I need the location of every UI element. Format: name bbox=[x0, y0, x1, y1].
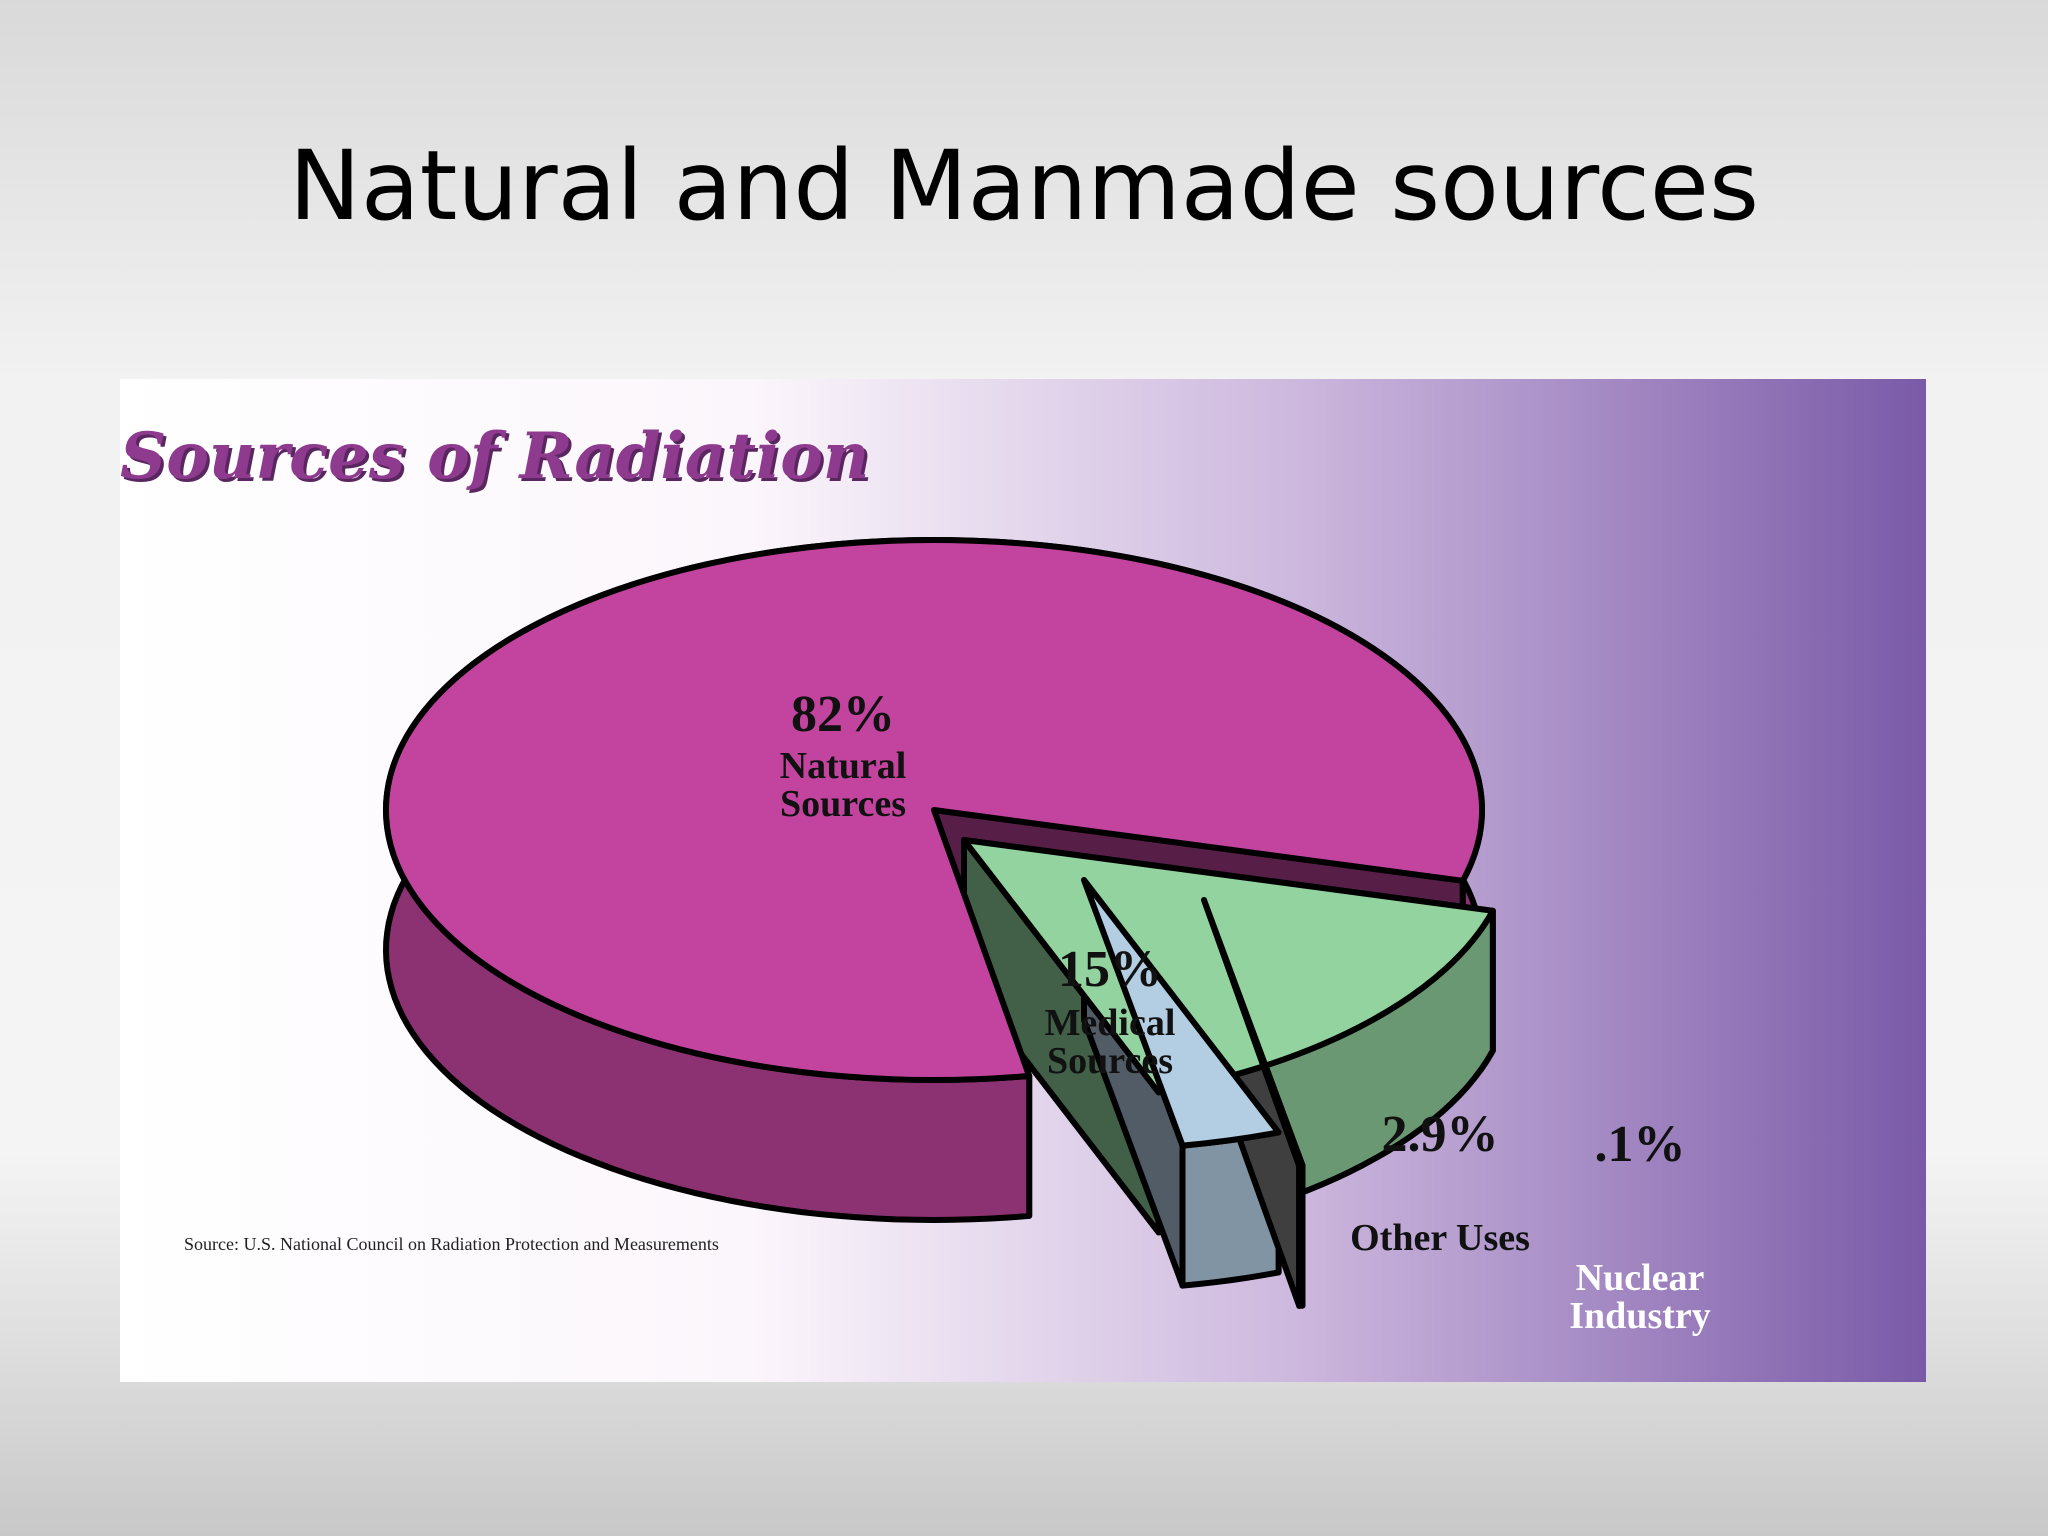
slice-category-label: Nuclear Industry bbox=[1569, 1257, 1711, 1337]
slice-side bbox=[1296, 1162, 1306, 1309]
pie-slice bbox=[383, 537, 1485, 1083]
chart-title: Sources of Radiation bbox=[120, 419, 870, 494]
chart-panel: Sources of Radiation Source: U.S. Nation… bbox=[120, 379, 1926, 1382]
slide-title: Natural and Manmade sources bbox=[289, 130, 1759, 242]
pie-slice bbox=[1201, 897, 1306, 1169]
slice-category-label: Medical Sources bbox=[1044, 1002, 1176, 1082]
source-note: Source: U.S. National Council on Radiati… bbox=[184, 1234, 719, 1254]
slice-category-label: Other Uses bbox=[1350, 1217, 1530, 1259]
chart bbox=[383, 537, 1496, 1309]
slice-value-label: 15% bbox=[1058, 941, 1162, 998]
slice-value-label: .1% bbox=[1594, 1116, 1686, 1173]
slice-value-label: 2.9% bbox=[1381, 1106, 1499, 1163]
pie-slice bbox=[1081, 877, 1282, 1149]
slice-value-label: 82% bbox=[791, 686, 895, 743]
slice-category-label: Natural Sources bbox=[779, 745, 907, 825]
